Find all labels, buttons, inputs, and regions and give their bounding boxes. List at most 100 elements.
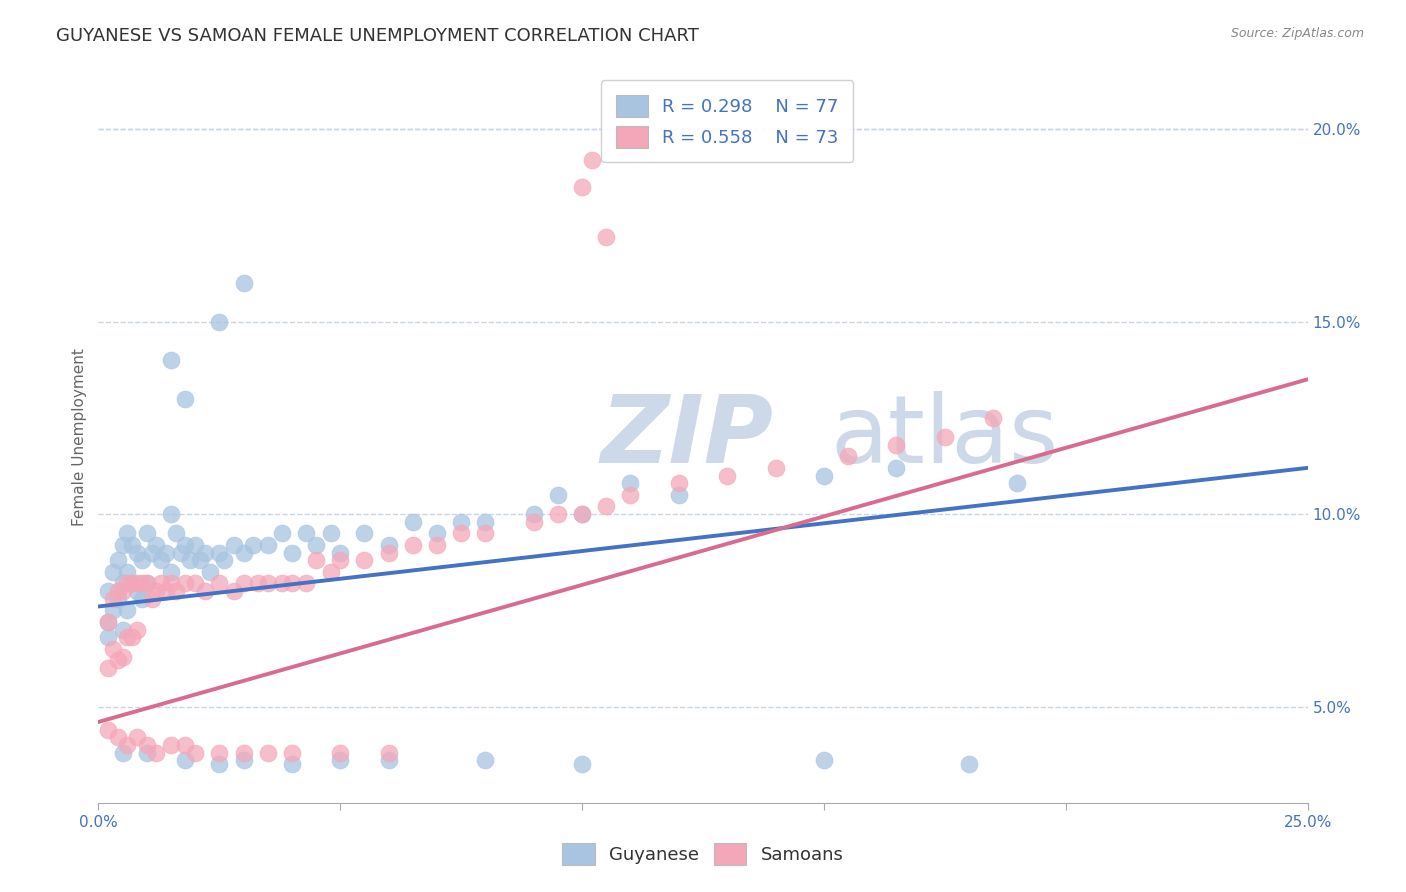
- Point: [169, 545, 191, 559]
- Point: [111, 576, 134, 591]
- Point: [547, 488, 569, 502]
- Point: [242, 538, 264, 552]
- Point: [765, 461, 787, 475]
- Point: [107, 591, 129, 606]
- Point: [208, 545, 231, 559]
- Point: [160, 353, 183, 368]
- Point: [450, 526, 472, 541]
- Point: [101, 641, 124, 656]
- Point: [135, 576, 157, 591]
- Point: [581, 153, 603, 167]
- Point: [141, 545, 163, 559]
- Point: [271, 526, 294, 541]
- Point: [208, 315, 231, 329]
- Point: [160, 565, 183, 579]
- Point: [426, 538, 449, 552]
- Point: [402, 515, 425, 529]
- Point: [117, 738, 139, 752]
- Point: [121, 576, 143, 591]
- Point: [329, 754, 352, 768]
- Point: [135, 576, 157, 591]
- Point: [619, 488, 641, 502]
- Point: [957, 757, 980, 772]
- Point: [353, 553, 375, 567]
- Point: [174, 754, 197, 768]
- Point: [97, 615, 120, 629]
- Point: [184, 746, 207, 760]
- Point: [329, 545, 352, 559]
- Point: [523, 515, 546, 529]
- Point: [97, 723, 120, 737]
- Point: [107, 553, 129, 567]
- Point: [174, 392, 197, 406]
- Point: [402, 538, 425, 552]
- Point: [150, 576, 173, 591]
- Point: [981, 410, 1004, 425]
- Point: [160, 507, 183, 521]
- Point: [131, 553, 153, 567]
- Point: [813, 754, 835, 768]
- Point: [281, 545, 304, 559]
- Point: [474, 754, 496, 768]
- Point: [305, 553, 328, 567]
- Point: [474, 526, 496, 541]
- Text: GUYANESE VS SAMOAN FEMALE UNEMPLOYMENT CORRELATION CHART: GUYANESE VS SAMOAN FEMALE UNEMPLOYMENT C…: [56, 27, 699, 45]
- Point: [107, 584, 129, 599]
- Point: [111, 584, 134, 599]
- Point: [145, 584, 167, 599]
- Point: [150, 553, 173, 567]
- Point: [329, 553, 352, 567]
- Point: [247, 576, 270, 591]
- Point: [121, 576, 143, 591]
- Point: [319, 526, 342, 541]
- Point: [571, 507, 593, 521]
- Point: [212, 553, 235, 567]
- Point: [127, 545, 149, 559]
- Point: [208, 757, 231, 772]
- Point: [97, 661, 120, 675]
- Point: [174, 738, 197, 752]
- Point: [127, 584, 149, 599]
- Point: [145, 746, 167, 760]
- Point: [111, 623, 134, 637]
- Point: [101, 603, 124, 617]
- Point: [837, 450, 859, 464]
- Point: [232, 754, 254, 768]
- Point: [295, 576, 318, 591]
- Point: [934, 430, 956, 444]
- Point: [155, 545, 177, 559]
- Point: [184, 538, 207, 552]
- Point: [595, 230, 617, 244]
- Point: [145, 538, 167, 552]
- Point: [668, 476, 690, 491]
- Point: [117, 565, 139, 579]
- Point: [117, 526, 139, 541]
- Point: [281, 576, 304, 591]
- Point: [160, 738, 183, 752]
- Point: [117, 603, 139, 617]
- Point: [165, 584, 187, 599]
- Point: [281, 746, 304, 760]
- Text: ZIP: ZIP: [600, 391, 773, 483]
- Point: [295, 526, 318, 541]
- Point: [426, 526, 449, 541]
- Y-axis label: Female Unemployment: Female Unemployment: [72, 348, 87, 526]
- Legend: Guyanese, Samoans: Guyanese, Samoans: [554, 834, 852, 874]
- Point: [179, 553, 201, 567]
- Point: [194, 584, 217, 599]
- Point: [377, 545, 399, 559]
- Point: [111, 538, 134, 552]
- Point: [232, 576, 254, 591]
- Point: [97, 630, 120, 644]
- Point: [232, 545, 254, 559]
- Point: [353, 526, 375, 541]
- Point: [305, 538, 328, 552]
- Point: [256, 576, 278, 591]
- Point: [222, 538, 245, 552]
- Point: [111, 649, 134, 664]
- Point: [107, 731, 129, 745]
- Point: [127, 623, 149, 637]
- Point: [208, 746, 231, 760]
- Point: [281, 757, 304, 772]
- Point: [111, 746, 134, 760]
